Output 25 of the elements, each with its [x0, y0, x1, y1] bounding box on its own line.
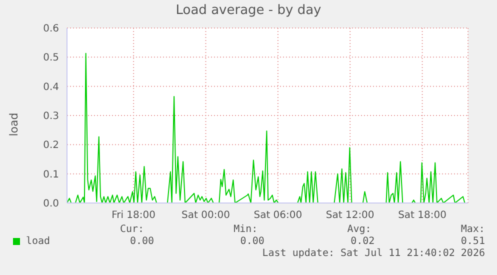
- text: 0.02: [350, 236, 375, 247]
- y-tick-label: 0.0: [43, 198, 59, 210]
- text: Cur:: [120, 224, 144, 235]
- y-axis-title: load: [7, 112, 20, 136]
- x-tick-label: Fri 18:00: [112, 210, 156, 222]
- legend-label: load: [25, 236, 50, 247]
- chart-title: Load average - by day: [174, 3, 322, 18]
- x-tick-label: Sat 12:00: [326, 210, 374, 222]
- text: 0.51: [460, 236, 485, 247]
- y-tick-label: 0.5: [43, 52, 59, 64]
- x-tick-label: Sat 00:00: [182, 210, 230, 222]
- text: Min:: [234, 224, 258, 235]
- text: 0.00: [240, 236, 264, 247]
- y-tick-label: 0.6: [43, 24, 59, 35]
- x-tick-label: Sat 06:00: [254, 210, 302, 222]
- line-series: [67, 52, 466, 203]
- text: 0.00: [130, 236, 154, 247]
- y-tick-label: 0.2: [43, 140, 59, 152]
- text: Avg:: [347, 224, 372, 235]
- y-tick-label: 0.4: [43, 82, 59, 93]
- y-tick-label: 0.1: [43, 169, 59, 180]
- x-tick-label: Sat 18:00: [398, 210, 446, 222]
- text: Max:: [460, 224, 485, 235]
- text: Last update: Sat Jul 11 21:40:02 2026: [262, 248, 485, 259]
- y-tick-label: 0.3: [43, 111, 59, 122]
